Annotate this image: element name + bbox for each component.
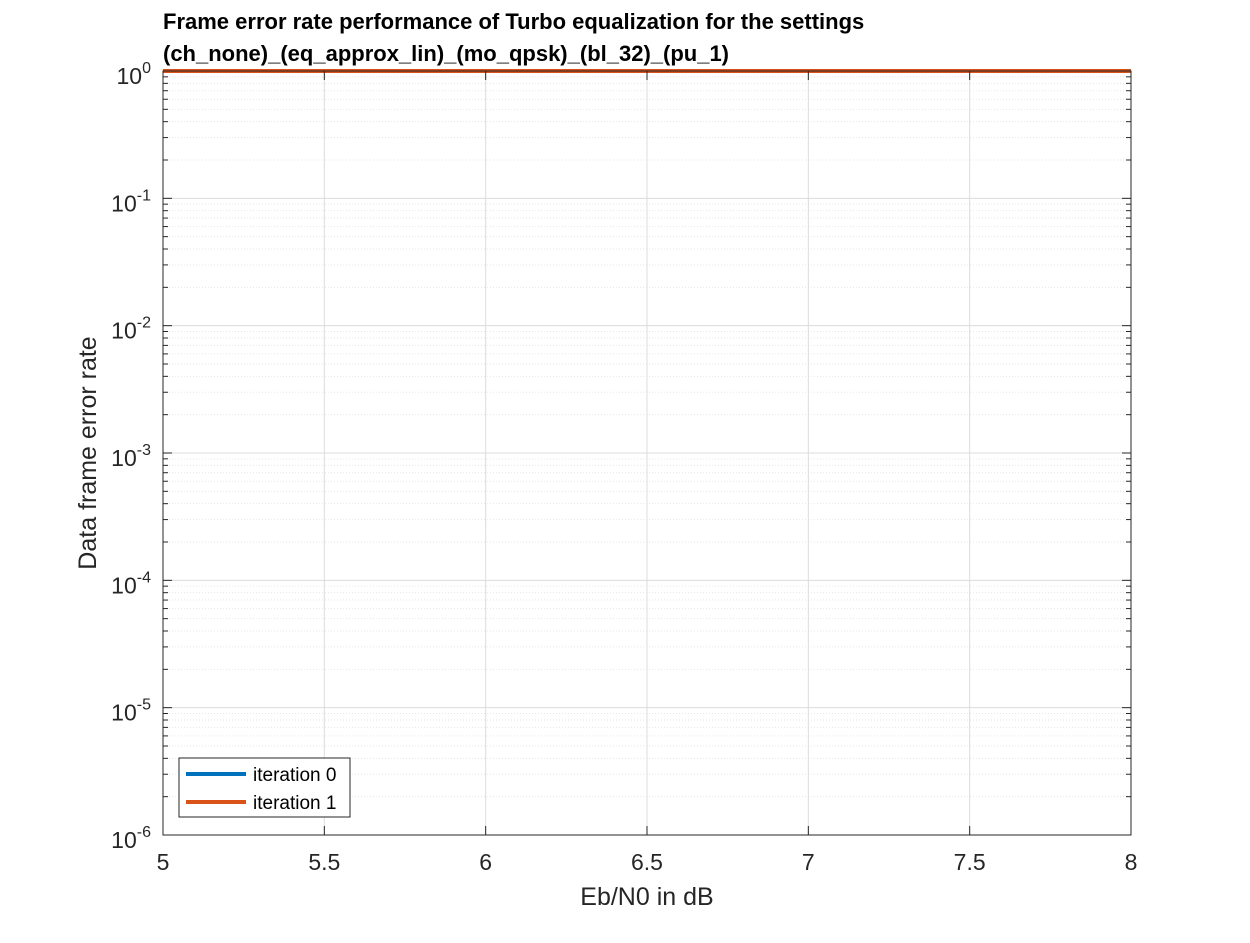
plot-frame (162, 70, 1132, 836)
legend-box (178, 757, 351, 818)
legend-label-iteration-0: iteration 0 (253, 765, 336, 786)
y-axis-label: Data frame error rate (74, 336, 102, 569)
chart-title-line-2: (ch_none)_(eq_approx_lin)_(mo_qpsk)_(bl_… (163, 41, 729, 66)
x-tick-label: 7.5 (954, 849, 986, 875)
x-tick-label: 8 (1125, 849, 1138, 875)
chart-title-line-1: Frame error rate performance of Turbo eq… (163, 9, 864, 34)
x-tick-label: 6 (479, 849, 492, 875)
x-tick-label: 5 (157, 849, 170, 875)
x-axis-label: Eb/N0 in dB (580, 883, 713, 911)
x-tick-label: 6.5 (631, 849, 663, 875)
y-tick-label: 10-1 (111, 187, 151, 216)
y-tick-labels: 10-6 10-5 10-4 10-3 10-2 10-1 100 (111, 60, 151, 853)
y-tick-label: 10-2 (111, 315, 151, 344)
x-tick-labels: 5 5.5 6 6.5 7 7.5 8 (157, 849, 1138, 875)
legend: iteration 0 iteration 1 (178, 757, 351, 818)
y-tick-label: 100 (117, 60, 152, 89)
y-tick-label: 10-4 (111, 569, 151, 598)
y-tick-label: 10-6 (111, 824, 151, 853)
y-tick-label: 10-3 (111, 442, 151, 471)
x-tick-label: 7 (802, 849, 815, 875)
legend-label-iteration-1: iteration 1 (253, 793, 336, 814)
y-tick-label: 10-5 (111, 697, 151, 726)
x-tick-label: 5.5 (308, 849, 340, 875)
